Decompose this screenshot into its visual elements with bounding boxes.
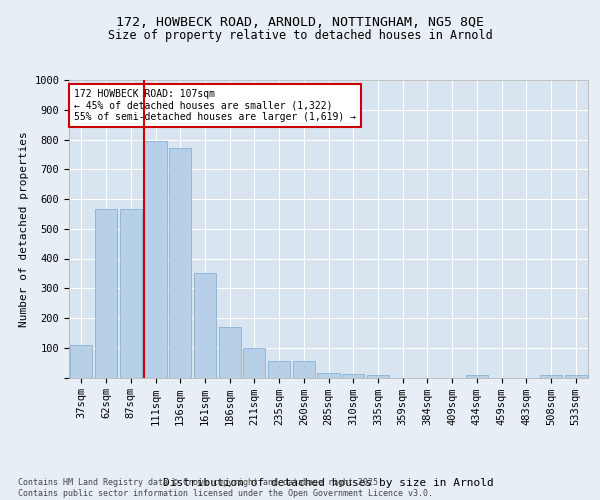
Bar bbox=[565, 375, 587, 378]
Bar bbox=[268, 361, 290, 378]
X-axis label: Distribution of detached houses by size in Arnold: Distribution of detached houses by size … bbox=[163, 478, 494, 488]
Bar bbox=[342, 374, 364, 378]
Bar bbox=[218, 327, 241, 378]
Bar bbox=[367, 375, 389, 378]
Text: 172 HOWBECK ROAD: 107sqm
← 45% of detached houses are smaller (1,322)
55% of sem: 172 HOWBECK ROAD: 107sqm ← 45% of detach… bbox=[74, 89, 356, 122]
Bar bbox=[243, 348, 265, 378]
Bar bbox=[119, 210, 142, 378]
Bar bbox=[70, 345, 92, 378]
Bar bbox=[317, 373, 340, 378]
Bar bbox=[145, 141, 167, 378]
Text: 172, HOWBECK ROAD, ARNOLD, NOTTINGHAM, NG5 8QE: 172, HOWBECK ROAD, ARNOLD, NOTTINGHAM, N… bbox=[116, 16, 484, 29]
Text: Size of property relative to detached houses in Arnold: Size of property relative to detached ho… bbox=[107, 28, 493, 42]
Bar bbox=[466, 374, 488, 378]
Bar bbox=[169, 148, 191, 378]
Bar bbox=[293, 361, 315, 378]
Bar bbox=[95, 210, 117, 378]
Y-axis label: Number of detached properties: Number of detached properties bbox=[19, 131, 29, 326]
Bar bbox=[194, 274, 216, 378]
Bar bbox=[540, 374, 562, 378]
Text: Contains HM Land Registry data © Crown copyright and database right 2025.
Contai: Contains HM Land Registry data © Crown c… bbox=[18, 478, 433, 498]
